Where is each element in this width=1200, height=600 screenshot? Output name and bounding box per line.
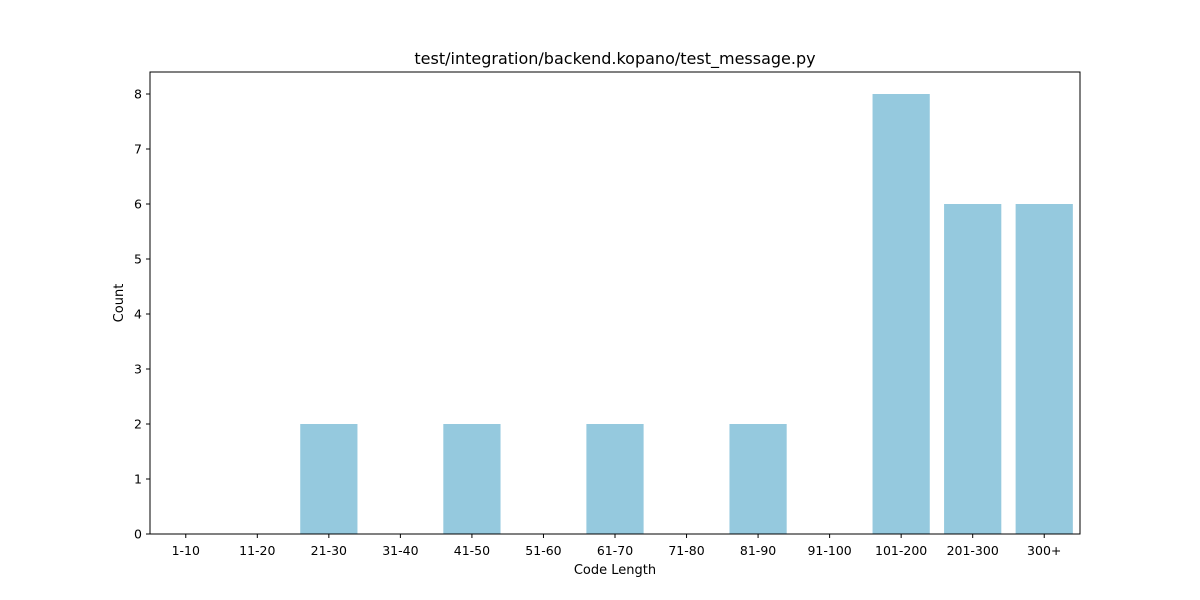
x-tick-label: 61-70 xyxy=(597,543,633,558)
x-tick-label: 91-100 xyxy=(807,543,851,558)
x-tick-label: 81-90 xyxy=(740,543,776,558)
y-axis-label: Count xyxy=(112,284,127,323)
x-tick-label: 71-80 xyxy=(668,543,704,558)
x-tick-label: 1-10 xyxy=(172,543,200,558)
x-axis-label: Code Length xyxy=(574,563,656,578)
y-tick-label: 0 xyxy=(134,527,142,542)
plot-frame xyxy=(149,71,1081,535)
y-tick-label: 7 xyxy=(134,142,142,157)
y-tick-label: 3 xyxy=(134,362,142,377)
bar-300+ xyxy=(1015,204,1073,534)
bar-201-300 xyxy=(944,204,1002,534)
y-tick-label: 4 xyxy=(134,307,142,322)
x-tick-label: 41-50 xyxy=(454,543,490,558)
x-tick-label: 201-300 xyxy=(947,543,999,558)
y-tick-label: 5 xyxy=(134,252,142,267)
x-tick-label: 101-200 xyxy=(875,543,927,558)
bar-101-200 xyxy=(872,94,930,534)
y-tick-label: 1 xyxy=(134,472,142,487)
bar-21-30 xyxy=(300,424,358,534)
x-tick-label: 11-20 xyxy=(239,543,275,558)
x-tick-label: 21-30 xyxy=(311,543,347,558)
chart-title: test/integration/backend.kopano/test_mes… xyxy=(414,49,815,69)
bar-81-90 xyxy=(729,424,787,534)
y-tick-label: 8 xyxy=(134,87,142,102)
x-tick-label: 51-60 xyxy=(525,543,561,558)
y-axis: 0 1 2 3 4 5 6 7 8 xyxy=(134,87,150,542)
x-tick-label: 31-40 xyxy=(382,543,418,558)
bars-group xyxy=(300,94,1073,534)
bar-41-50 xyxy=(443,424,501,534)
bar-61-70 xyxy=(586,424,644,534)
x-axis: 1-10 11-20 21-30 31-40 41-50 51-60 61-70 71-80 8… xyxy=(172,534,1061,558)
x-tick-label: 300+ xyxy=(1027,543,1061,558)
y-tick-label: 6 xyxy=(134,197,142,212)
y-tick-label: 2 xyxy=(134,417,142,432)
